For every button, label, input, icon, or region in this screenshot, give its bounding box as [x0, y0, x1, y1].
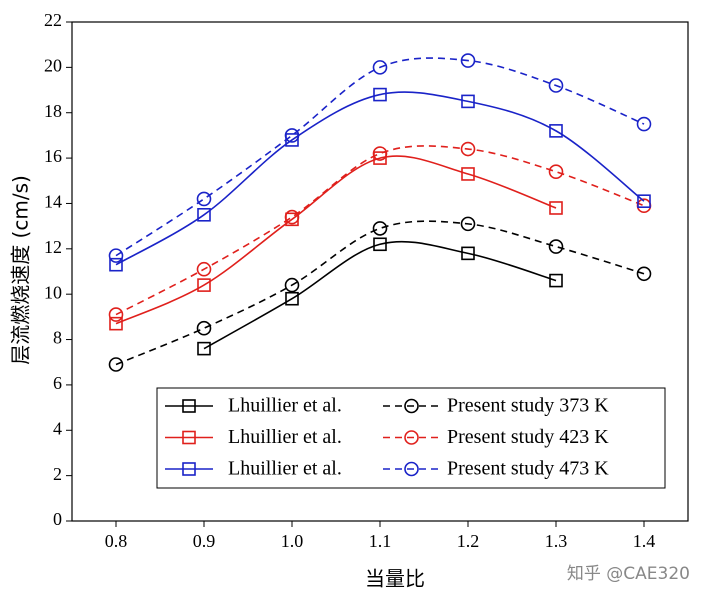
data-point — [637, 194, 651, 208]
legend-label: Lhuillier et al. — [228, 458, 342, 480]
legend-marker — [182, 399, 196, 413]
legend-marker — [404, 430, 419, 445]
data-point — [373, 151, 387, 165]
legend-label: Present study 423 K — [447, 426, 609, 448]
data-point — [636, 116, 652, 132]
data-point — [461, 94, 475, 109]
y-tick-label: 6 — [53, 373, 62, 393]
y-tick-label: 2 — [53, 464, 62, 484]
y-tick-label: 4 — [53, 418, 62, 438]
x-axis-label: 当量比 — [365, 567, 425, 591]
data-point — [197, 341, 211, 356]
y-tick-label: 18 — [44, 101, 62, 121]
y-tick-label: 20 — [44, 55, 62, 75]
data-point — [108, 307, 124, 322]
watermark: 知乎 @CAE320 — [567, 564, 690, 584]
x-tick-label: 1.1 — [369, 531, 392, 551]
legend-label: Present study 473 K — [447, 458, 609, 480]
data-point — [461, 246, 475, 261]
data-point — [460, 141, 476, 157]
data-point — [196, 320, 212, 336]
data-point — [461, 167, 475, 181]
data-point — [548, 78, 564, 93]
legend-marker — [182, 430, 196, 445]
series-line — [115, 145, 645, 316]
data-point — [196, 261, 212, 277]
data-point — [549, 201, 563, 215]
data-point — [372, 146, 388, 161]
legend-label: Lhuillier et al. — [228, 395, 342, 417]
x-tick-label: 1.4 — [633, 531, 656, 551]
y-tick-label: 10 — [44, 282, 62, 302]
data-point — [108, 357, 124, 372]
series-line — [115, 91, 645, 266]
legend-label: Present study 373 K — [447, 395, 609, 417]
data-point — [373, 237, 387, 252]
data-point — [284, 209, 300, 225]
y-tick-label: 8 — [53, 328, 62, 348]
data-point — [460, 216, 476, 232]
series-line — [203, 240, 557, 350]
legend-marker — [182, 462, 196, 476]
x-tick-label: 1.2 — [457, 531, 480, 551]
data-point — [549, 273, 563, 288]
data-point — [373, 87, 387, 102]
x-tick-label: 1.0 — [281, 531, 304, 551]
legend-marker — [404, 461, 419, 477]
data-point — [285, 291, 299, 306]
x-tick-label: 0.9 — [193, 531, 216, 551]
data-point — [109, 257, 123, 272]
y-tick-label: 16 — [44, 146, 62, 166]
x-tick-label: 1.3 — [545, 531, 568, 551]
series-line — [115, 57, 645, 257]
data-point — [372, 60, 388, 75]
data-point — [196, 191, 212, 207]
series-line — [115, 220, 645, 366]
data-point — [372, 221, 388, 236]
data-point — [636, 266, 652, 282]
y-tick-label: 14 — [44, 192, 62, 212]
x-tick-label: 0.8 — [105, 531, 128, 551]
y-tick-label: 0 — [53, 509, 62, 529]
legend-marker — [404, 398, 419, 414]
data-point — [284, 277, 300, 293]
legend-label: Lhuillier et al. — [228, 426, 342, 448]
series-line — [115, 155, 557, 325]
data-point — [197, 278, 211, 292]
data-point — [108, 248, 124, 263]
y-tick-label: 22 — [44, 10, 62, 30]
data-point — [109, 316, 123, 331]
y-tick-label: 12 — [44, 237, 62, 257]
data-point — [197, 207, 211, 222]
data-point — [548, 164, 564, 179]
data-point — [284, 128, 300, 143]
data-point — [460, 53, 476, 68]
data-point — [548, 239, 564, 254]
y-axis-label: 层流燃烧速度 (cm/s) — [9, 175, 33, 365]
data-point — [549, 124, 563, 138]
